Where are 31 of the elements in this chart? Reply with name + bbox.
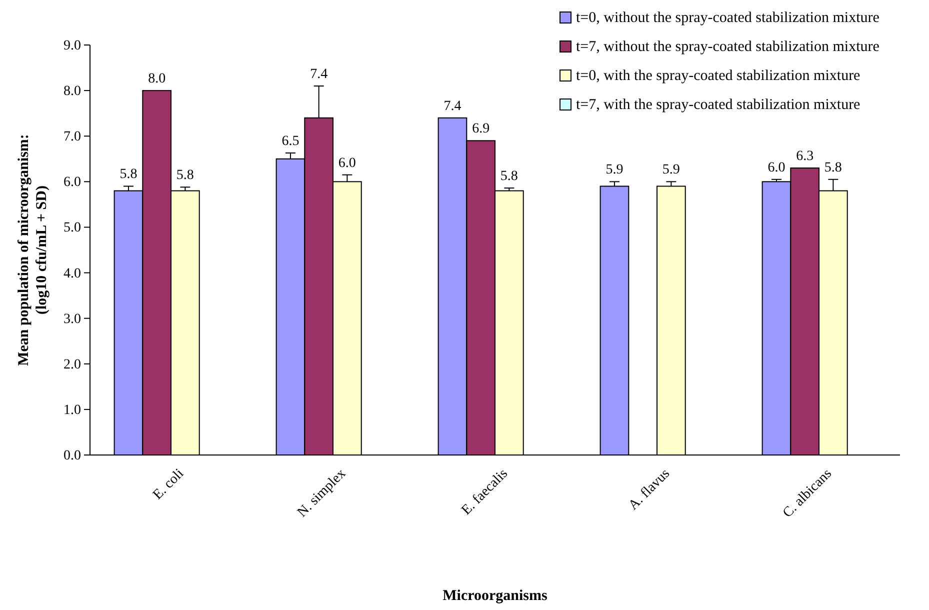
legend-label: t=0, with the spray-coated stabilization mixture — [576, 68, 861, 84]
y-tick-label: 1.0 — [64, 402, 81, 418]
data-label: 6.3 — [796, 149, 814, 164]
data-label: 7.4 — [444, 98, 462, 114]
legend-label: t=7, with the spray-coated stabilization mixture — [576, 97, 861, 113]
data-label: 8.0 — [148, 72, 166, 87]
y-axis-title: Mean population of microorganism: (log10 cfu/mL + SD) — [16, 134, 50, 366]
data-label: 6.9 — [472, 122, 490, 137]
data-label: 7.4 — [310, 67, 328, 82]
x-axis-title: Microorganisms — [442, 588, 548, 604]
data-label: 6.0 — [768, 160, 786, 176]
data-label: 5.9 — [606, 162, 624, 178]
data-label: 6.5 — [282, 134, 300, 149]
x-tick-label: E. coli — [150, 466, 188, 503]
data-label: 5.8 — [500, 169, 518, 184]
y-tick-label: 2.0 — [64, 357, 81, 372]
data-label: 5.8 — [176, 168, 194, 184]
y-tick-label: 5.0 — [64, 220, 81, 236]
y-tick-label: 6.0 — [64, 175, 81, 190]
data-label: 5.8 — [120, 167, 138, 182]
legend-label: t=0, without the spray-coated stabilization mixture — [576, 10, 880, 26]
y-tick-label: 9.0 — [64, 38, 81, 54]
data-label: 5.8 — [824, 160, 842, 176]
y-tick-label: 8.0 — [64, 84, 81, 100]
legend-label: t=7, without the spray-coated stabilization mixture — [576, 39, 880, 55]
y-tick-label: 3.0 — [64, 312, 81, 327]
y-tick-label: 0.0 — [64, 448, 81, 464]
y-tick-label: 4.0 — [64, 266, 81, 282]
y-tick-label: 7.0 — [64, 130, 81, 145]
data-label: 5.9 — [662, 162, 680, 178]
data-label: 6.0 — [338, 156, 356, 171]
